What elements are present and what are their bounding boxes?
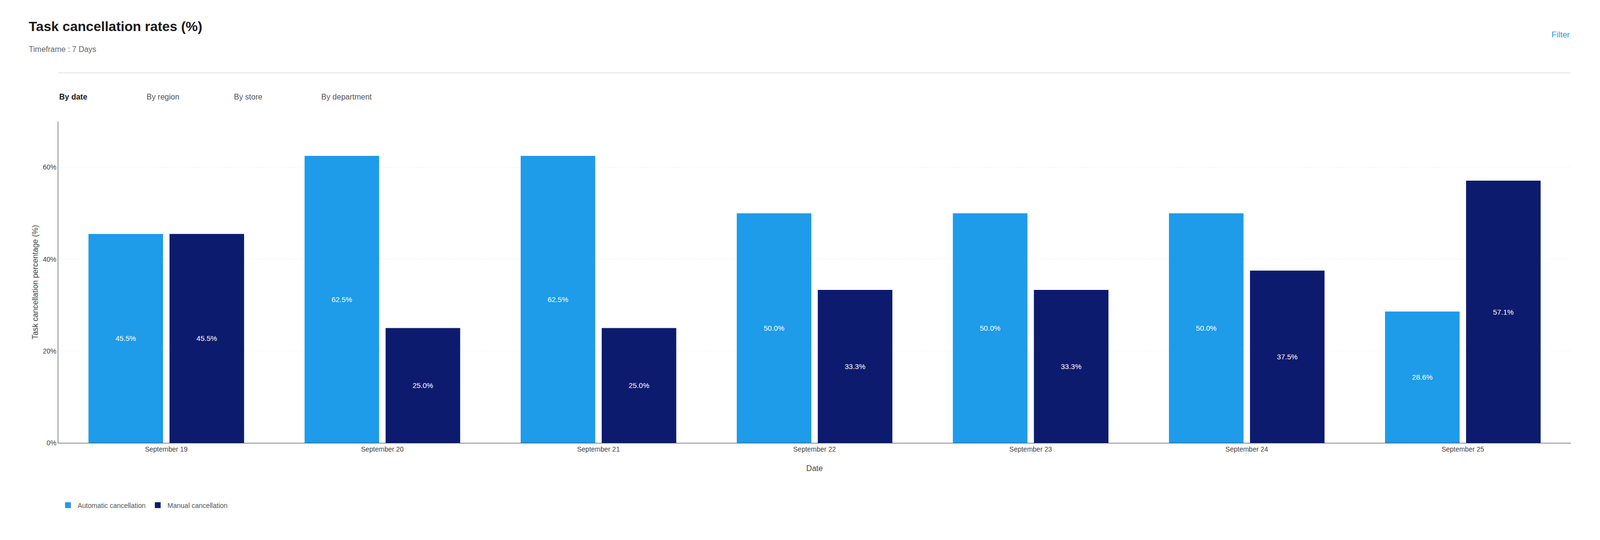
svg-text:37.5%: 37.5%: [1276, 352, 1298, 361]
svg-text:September 24: September 24: [1225, 445, 1269, 453]
svg-text:Filter: Filter: [1551, 30, 1570, 40]
svg-text:Task cancellation rates (%): Task cancellation rates (%): [28, 18, 202, 34]
svg-text:25.0%: 25.0%: [412, 380, 434, 390]
svg-text:September 21: September 21: [577, 445, 620, 453]
svg-text:60%: 60%: [42, 163, 57, 171]
svg-text:62.5%: 62.5%: [547, 295, 569, 304]
svg-text:33.3%: 33.3%: [844, 362, 866, 371]
svg-text:25.0%: 25.0%: [628, 380, 650, 390]
svg-text:20%: 20%: [42, 346, 57, 355]
svg-text:September 25: September 25: [1441, 445, 1485, 453]
svg-text:45.5%: 45.5%: [115, 333, 137, 343]
svg-text:Automatic cancellation: Automatic cancellation: [77, 501, 146, 510]
svg-text:0%: 0%: [46, 438, 57, 447]
svg-text:September 20: September 20: [361, 445, 404, 453]
svg-text:40%: 40%: [42, 255, 57, 264]
svg-text:50.0%: 50.0%: [1195, 323, 1217, 332]
svg-text:By date: By date: [59, 92, 88, 101]
svg-text:Date: Date: [806, 463, 824, 473]
svg-text:By region: By region: [146, 92, 180, 101]
svg-text:45.5%: 45.5%: [196, 333, 218, 343]
svg-text:September 22: September 22: [793, 445, 837, 453]
svg-text:57.1%: 57.1%: [1493, 307, 1515, 316]
svg-text:50.0%: 50.0%: [979, 323, 1001, 332]
svg-text:By department: By department: [321, 92, 373, 101]
svg-text:September 23: September 23: [1009, 445, 1053, 453]
svg-text:50.0%: 50.0%: [763, 323, 785, 332]
svg-text:Manual cancellation: Manual cancellation: [167, 501, 228, 510]
svg-text:28.6%: 28.6%: [1412, 372, 1434, 381]
svg-text:Task cancellation percentage (: Task cancellation percentage (%): [31, 224, 40, 340]
svg-text:By store: By store: [233, 92, 263, 101]
svg-text:62.5%: 62.5%: [331, 295, 353, 304]
svg-text:September 19: September 19: [145, 445, 188, 453]
svg-text:33.3%: 33.3%: [1060, 362, 1082, 371]
svg-text:Timeframe : 7 Days: Timeframe : 7 Days: [28, 45, 97, 54]
